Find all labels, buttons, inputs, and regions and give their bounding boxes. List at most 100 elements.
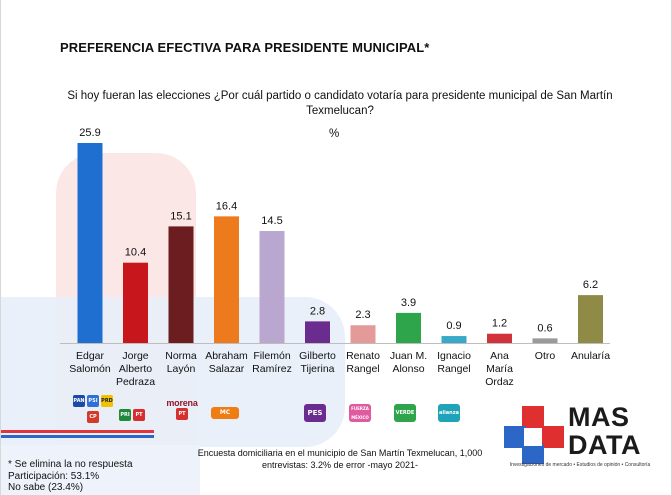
bar-otro <box>532 338 558 343</box>
category-label-line: Alberto <box>118 363 153 375</box>
pt-logo-icon: PT <box>176 408 188 420</box>
category-label-line: Rangel <box>437 363 471 375</box>
verde-logo-icon: VERDE <box>394 404 416 422</box>
category-label-renato: Renato Rangel <box>333 350 393 376</box>
pan-logo-icon: PAN <box>73 395 85 407</box>
category-label-line: Otro <box>534 350 556 362</box>
category-label-line: Rangel <box>346 363 380 375</box>
category-label-line: Salazar <box>208 363 245 375</box>
category-label-anularia: Anularía <box>561 350 621 363</box>
category-label-line: Tijerina <box>300 363 335 375</box>
value-label-abraham: 16.4 <box>216 200 237 212</box>
party-logos-renato: FUERZA MÉXICO <box>345 402 375 424</box>
party-logos-jorge: PRI PT <box>112 404 152 426</box>
value-label-gilberto: 2.8 <box>310 305 325 317</box>
value-label-edgar: 25.9 <box>79 127 100 139</box>
category-label-juan: Juan M. Alonso <box>379 350 439 376</box>
chart-title: PREFERENCIA EFECTIVA PARA PRESIDENTE MUN… <box>60 40 430 55</box>
value-label-juan: 3.9 <box>401 297 416 309</box>
bar-filemon <box>259 231 285 343</box>
category-label-gilberto: Gilberto Tijerina <box>288 350 348 376</box>
unit-label: % <box>329 128 340 140</box>
category-label-line: Filemón <box>253 350 291 362</box>
stripe-red <box>0 430 154 433</box>
party-logos-ignacio: alianza <box>434 402 464 424</box>
party-logos-abraham: MC <box>208 402 242 424</box>
stripe-blue <box>0 435 154 438</box>
bar-abraham <box>214 216 239 343</box>
mas-data-logo: MAS DATA Investigaciones de mercado • Es… <box>500 402 660 474</box>
category-label-line: Ramírez <box>252 363 292 375</box>
category-label-line: María <box>486 363 513 375</box>
psi-logo-icon: PSI <box>87 395 99 407</box>
category-label-otro: Otro <box>515 350 575 363</box>
category-label-line: Edgar <box>75 350 105 362</box>
party-logos-juan: VERDE <box>390 402 420 424</box>
bar-norma <box>168 226 194 343</box>
pri-logo-icon: PRI <box>119 409 131 421</box>
bar-jorge <box>123 262 148 343</box>
medical-cross-logo-icon <box>504 406 564 464</box>
category-label-line: Juan M. <box>389 350 428 362</box>
value-label-otro: 0.6 <box>537 322 552 334</box>
party-logos-norma: morena PT <box>160 398 204 420</box>
category-label-line: Abraham <box>205 350 248 362</box>
pt-logo-icon: PT <box>133 409 145 421</box>
category-label-line: Ana <box>490 350 509 362</box>
category-label-line: Jorge <box>122 350 149 362</box>
category-label-line: Layón <box>166 363 196 375</box>
footnote-line-3: No sabe (23.4%) <box>8 482 84 493</box>
footnote-line-1: * Se elimina la no respuesta <box>8 459 133 470</box>
value-label-renato: 2.3 <box>355 309 370 321</box>
value-label-anularia: 6.2 <box>583 279 598 291</box>
source-line-1: Encuesta domiciliaria en el municipio de… <box>197 448 483 458</box>
bar-gilberto <box>305 321 330 343</box>
category-label-line: Alonso <box>392 363 425 375</box>
category-label-line: Anularía <box>570 350 611 362</box>
category-label-ana: Ana María Ordaz <box>470 350 530 389</box>
source-note: Encuesta domiciliaria en el municipio de… <box>185 448 495 471</box>
movimiento-ciudadano-logo-icon: MC <box>211 407 239 419</box>
category-label-edgar: Edgar Salomón <box>60 350 120 376</box>
party-logos-gilberto: PES <box>300 402 330 424</box>
logo-tagline: Investigaciones de mercado • Estudios de… <box>509 462 651 468</box>
bar-anularia <box>578 295 603 343</box>
bar-ana <box>487 333 512 343</box>
chart-subtitle: Si hoy fueran las elecciones ¿Por cuál p… <box>67 90 613 117</box>
category-label-line: Pedraza <box>115 376 156 388</box>
value-label-filemon: 14.5 <box>261 215 282 227</box>
category-label-abraham: Abraham Salazar <box>197 350 257 376</box>
value-label-norma: 15.1 <box>170 210 191 222</box>
background-blue-bottom <box>0 445 200 495</box>
bar-edgar <box>77 143 103 343</box>
bar-juan <box>396 312 421 343</box>
fuerza-mexico-logo-icon: FUERZA MÉXICO <box>349 404 371 422</box>
category-label-line: Salomón <box>69 363 111 375</box>
category-label-line: Ordaz <box>485 376 514 388</box>
decorative-stripes <box>0 430 154 440</box>
pes-logo-icon: PES <box>304 404 326 422</box>
bar-ignacio <box>441 336 467 343</box>
category-label-jorge: Jorge Alberto Pedraza <box>106 350 166 389</box>
footnote: * Se elimina la no respuesta Participaci… <box>8 459 133 494</box>
source-line-2: entrevistas: 3.2% de error -mayo 2021- <box>261 459 419 470</box>
cp-logo-icon: CP <box>87 411 99 423</box>
logo-word-data: DATA <box>568 430 641 460</box>
category-label-line: Renato <box>346 350 380 362</box>
value-label-ana: 1.2 <box>492 318 507 330</box>
value-label-jorge: 10.4 <box>125 247 146 259</box>
value-label-ignacio: 0.9 <box>446 320 461 332</box>
morena-logo: morena <box>166 398 198 408</box>
category-label-filemon: Filemón Ramírez <box>242 350 302 376</box>
category-label-line: Norma <box>165 350 197 362</box>
footnote-line-2: Participación: 53.1% <box>8 470 100 482</box>
bar-renato <box>350 325 376 343</box>
logo-word-mas: MAS <box>568 402 630 432</box>
party-logos-edgar: PAN PSI PRD CP <box>72 394 114 424</box>
prd-logo-icon: PRD <box>101 395 113 407</box>
category-label-line: Ignacio <box>437 350 471 362</box>
category-label-line: Gilberto <box>299 350 336 362</box>
